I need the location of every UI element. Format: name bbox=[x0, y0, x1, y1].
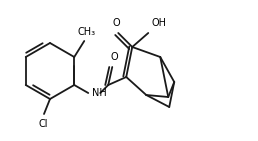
Text: Cl: Cl bbox=[38, 119, 48, 129]
Text: NH: NH bbox=[92, 88, 107, 98]
Text: OH: OH bbox=[151, 18, 166, 28]
Text: O: O bbox=[112, 18, 120, 28]
Text: CH₃: CH₃ bbox=[77, 27, 95, 37]
Text: O: O bbox=[110, 52, 118, 62]
